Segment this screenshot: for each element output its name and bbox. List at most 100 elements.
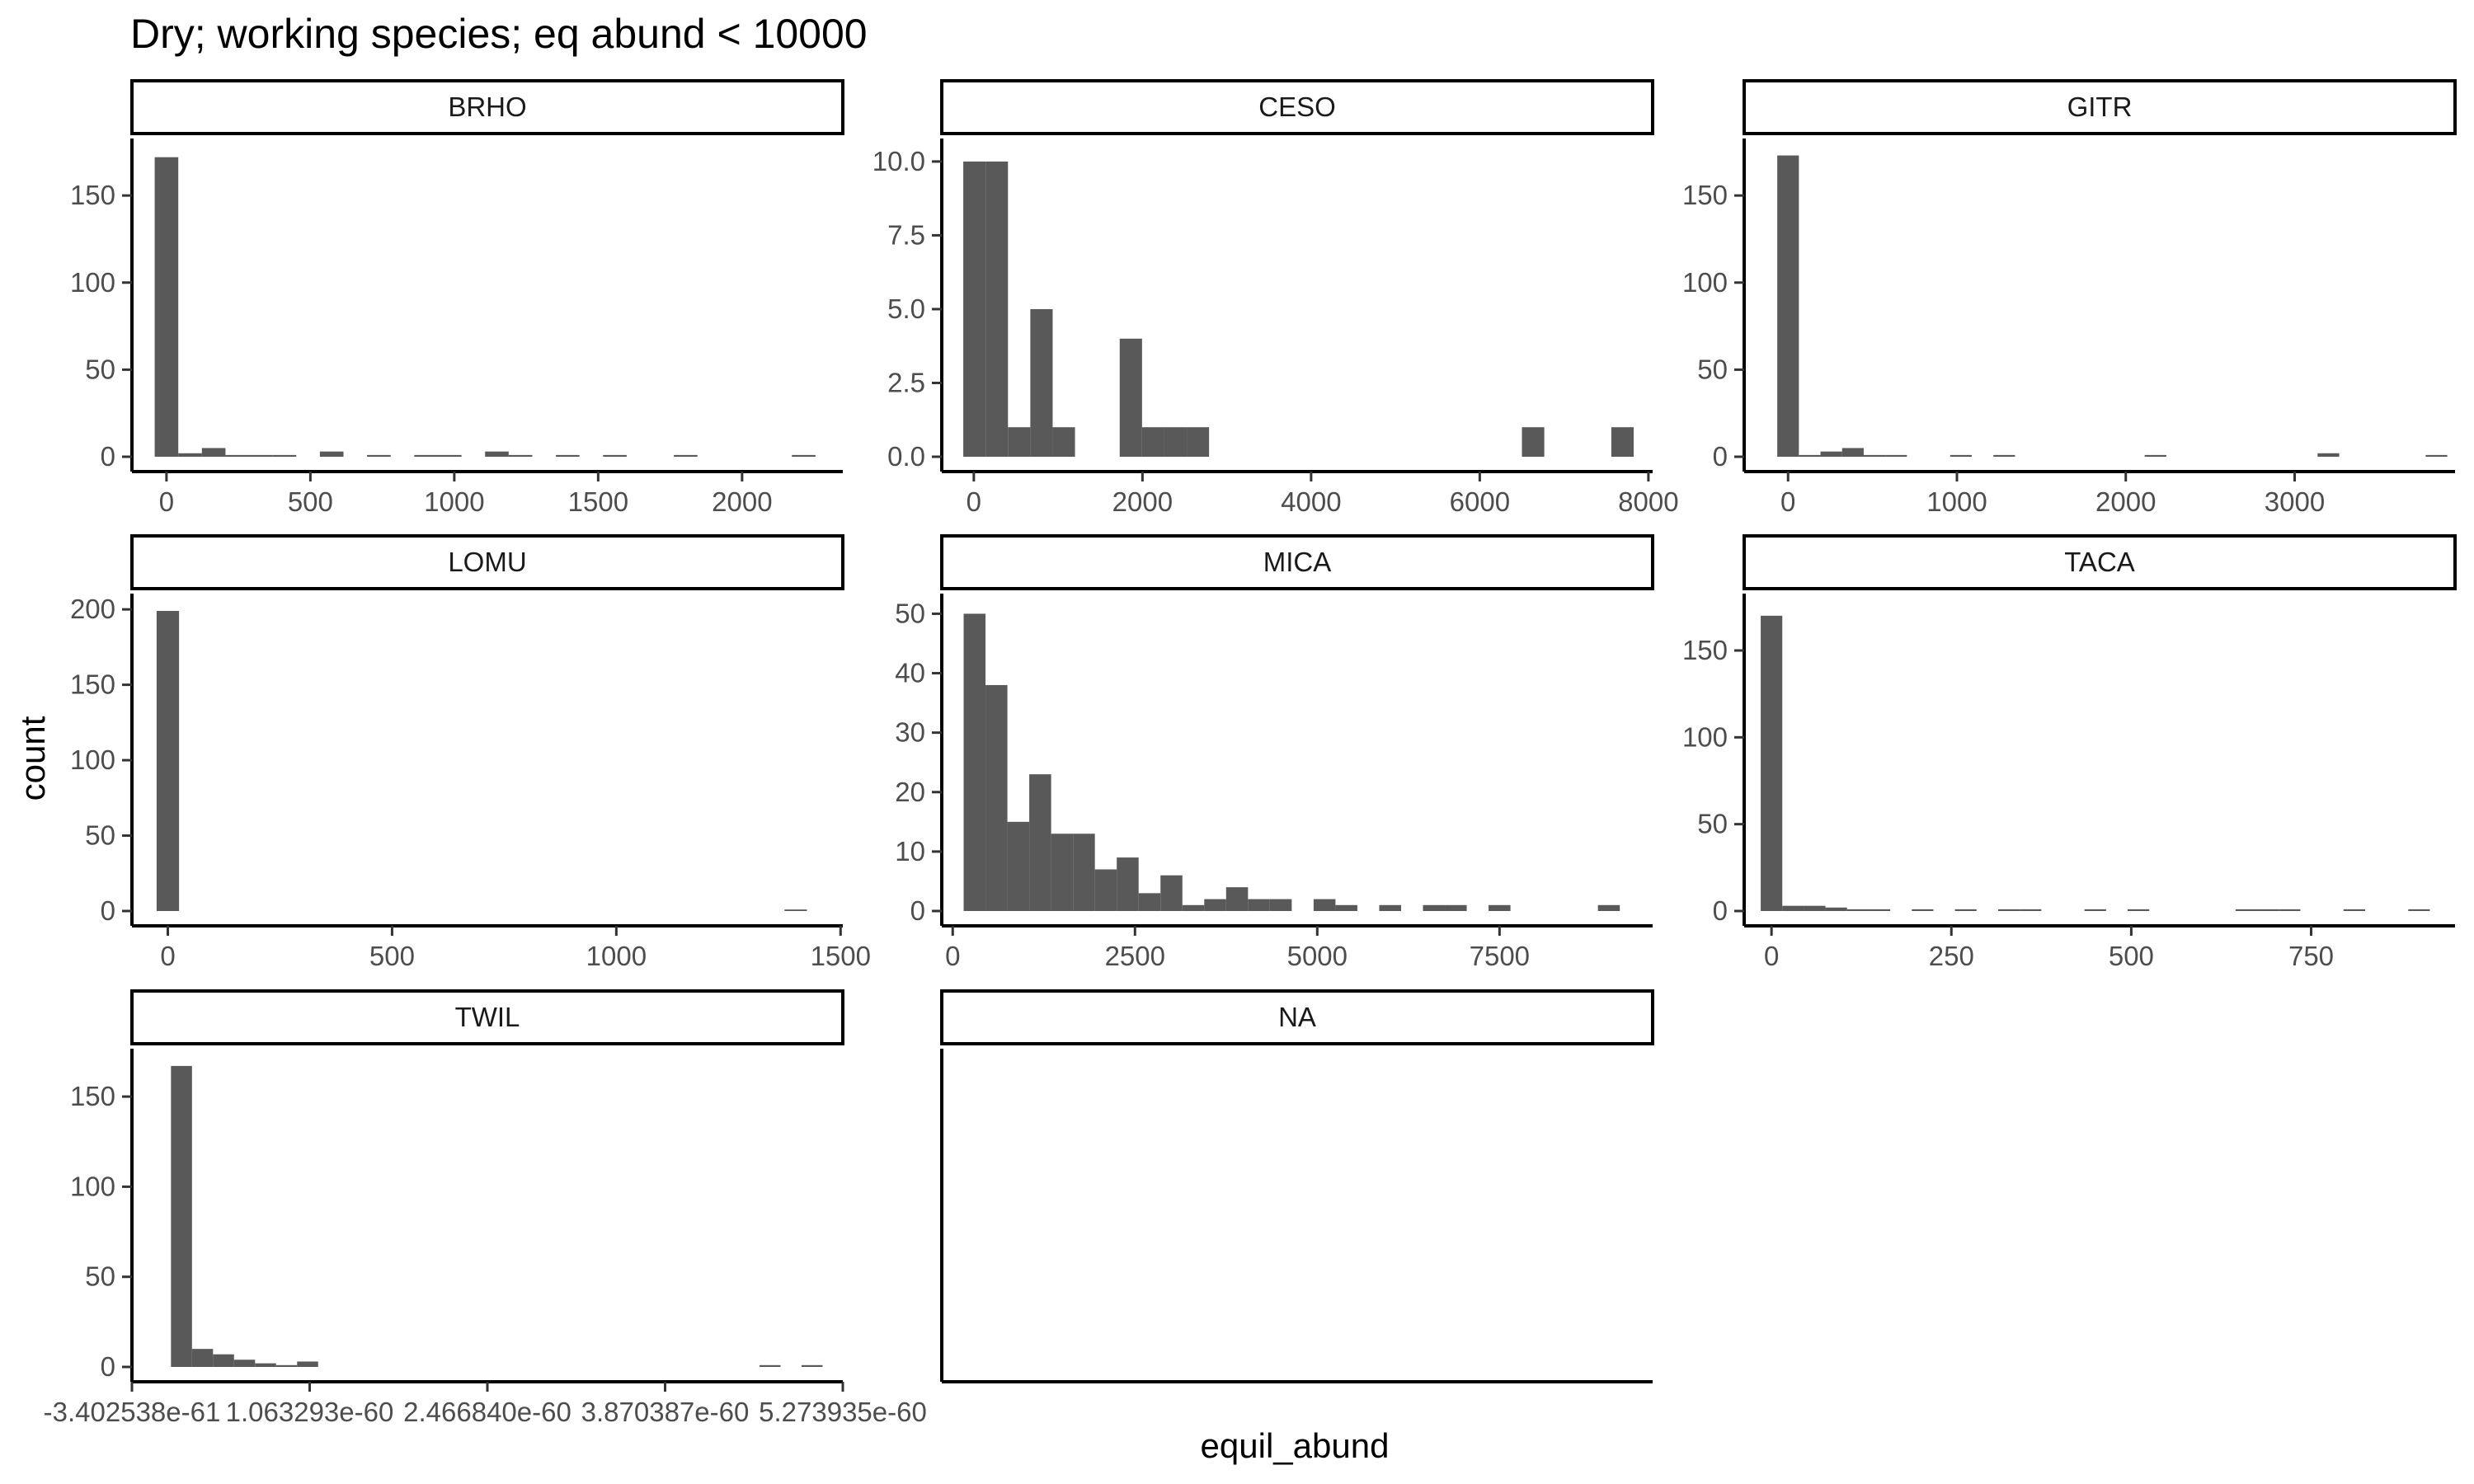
- y-tick-label-gitr: 0: [1713, 441, 1728, 472]
- x-tick-label-ceso: 8000: [1618, 486, 1678, 517]
- histogram-bar-mica: [1051, 834, 1074, 911]
- facet-lomu: LOMU 0 50 100 150 200 0 500 1000 1500: [70, 534, 871, 971]
- x-tick-label-lomu: 0: [160, 941, 175, 971]
- histogram-bar-brho: [272, 454, 297, 457]
- histogram-bar-twil: [255, 1363, 276, 1367]
- facet-strip-ceso: [940, 79, 1654, 135]
- histogram-bar-ceso: [1008, 427, 1031, 457]
- histogram-bar-ceso: [1052, 427, 1075, 457]
- histogram-bar-taca: [2343, 909, 2365, 911]
- histogram-bar-brho: [437, 454, 462, 457]
- histogram-bar-taca: [1954, 909, 1977, 911]
- facet-strip-taca: [1743, 534, 2457, 590]
- histogram-bar-ceso: [963, 161, 986, 457]
- x-tick-label-brho: 2000: [712, 486, 772, 517]
- facet-strip-label-brho: BRHO: [448, 92, 526, 122]
- facet-twil: TWIL 0 50 100 150 -3.402538e-61 1.063293e-60 2.…: [44, 989, 927, 1427]
- histogram-bar-gitr: [1841, 448, 1864, 457]
- y-tick-label-twil: 50: [85, 1261, 115, 1292]
- histogram-bar-mica: [1269, 899, 1292, 911]
- histogram-bar-taca: [2408, 909, 2430, 911]
- y-tick-label-twil: 0: [101, 1351, 115, 1382]
- histogram-bar-taca: [2279, 909, 2301, 911]
- histogram-bar-mica: [1423, 904, 1446, 911]
- histogram-bar-lomu: [784, 909, 807, 911]
- histogram-bar-twil: [801, 1364, 823, 1367]
- histogram-bar-mica: [1029, 774, 1051, 911]
- y-tick-label-gitr: 150: [1682, 180, 1728, 210]
- facet-mica: MICA 0 10 20 30 40 50 0 2500 5000 7500: [895, 534, 1654, 971]
- histogram-bar-mica: [1204, 899, 1226, 911]
- histogram-bar-twil: [191, 1349, 214, 1367]
- histogram-bar-brho: [508, 454, 533, 457]
- histogram-bar-twil: [233, 1360, 256, 1367]
- x-tick-label-twil: 1.063293e-60: [226, 1397, 394, 1427]
- x-tick-label-brho: 1500: [568, 486, 628, 517]
- histogram-bar-twil: [759, 1364, 781, 1367]
- x-tick-label-mica: 0: [945, 941, 960, 971]
- histogram-bar-taca: [1846, 909, 1869, 911]
- x-tick-label-brho: 0: [159, 486, 174, 517]
- histogram-bar-ceso: [1164, 427, 1188, 457]
- x-tick-label-twil: 5.273935e-60: [759, 1397, 927, 1427]
- x-tick-label-mica: 7500: [1470, 941, 1530, 971]
- histogram-bar-mica: [1335, 904, 1357, 911]
- histogram-bar-mica: [1597, 904, 1620, 911]
- histogram-bar-brho: [367, 454, 391, 457]
- histogram-bar-mica: [1117, 857, 1139, 911]
- x-tick-label-gitr: 2000: [2095, 486, 2156, 517]
- y-tick-label-taca: 50: [1697, 809, 1728, 839]
- histogram-bar-mica: [1138, 893, 1161, 911]
- histogram-bar-taca: [1868, 909, 1891, 911]
- y-tick-label-twil: 150: [70, 1081, 115, 1111]
- y-tick-label-lomu: 150: [70, 669, 115, 700]
- x-tick-label-taca: 0: [1764, 941, 1779, 971]
- y-tick-label-brho: 100: [70, 267, 115, 298]
- histogram-bar-taca: [1761, 615, 1783, 911]
- facet-taca: TACA 0 50 100 150 0 250 500 750: [1682, 534, 2457, 971]
- x-tick-label-brho: 1000: [424, 486, 484, 517]
- y-tick-label-mica: 0: [910, 895, 925, 926]
- facet-na: NA: [940, 989, 1654, 1383]
- x-tick-label-ceso: 4000: [1281, 486, 1341, 517]
- y-tick-label-mica: 30: [895, 717, 925, 748]
- histogram-bar-ceso: [1187, 427, 1210, 457]
- facet-strip-label-gitr: GITR: [2067, 92, 2133, 122]
- y-tick-label-mica: 50: [895, 598, 925, 628]
- facet-strip-lomu: [130, 534, 844, 590]
- x-tick-label-taca: 750: [2288, 941, 2334, 971]
- histogram-bar-mica: [1313, 899, 1336, 911]
- histogram-bar-brho: [154, 157, 179, 457]
- facet-strip-label-twil: TWIL: [455, 1002, 520, 1032]
- facet-strip-mica: [940, 534, 1654, 590]
- x-axis-title: equil_abund: [1201, 1426, 1390, 1465]
- histogram-bar-mica: [1248, 899, 1270, 911]
- histogram-bar-twil: [213, 1354, 234, 1367]
- facet-strip-na: [940, 989, 1654, 1045]
- histogram-bar-mica: [1489, 904, 1511, 911]
- histogram-bar-mica: [963, 613, 986, 911]
- histogram-bar-brho: [556, 454, 580, 457]
- facet-strip-label-taca: TACA: [2064, 547, 2135, 577]
- histogram-bar-gitr: [1820, 451, 1842, 457]
- y-axis-title: count: [13, 716, 52, 801]
- histogram-bar-twil: [275, 1364, 298, 1367]
- facet-strip-label-na: NA: [1278, 1002, 1316, 1032]
- y-tick-label-lomu: 100: [70, 744, 115, 775]
- y-tick-label-ceso: 7.5: [887, 219, 925, 250]
- histogram-bar-ceso: [1522, 427, 1545, 457]
- x-tick-label-ceso: 2000: [1112, 486, 1173, 517]
- x-tick-label-gitr: 3000: [2265, 486, 2325, 517]
- x-tick-label-twil: 2.466840e-60: [403, 1397, 571, 1427]
- histogram-bar-taca: [1804, 905, 1826, 911]
- histogram-bar-ceso: [1611, 427, 1634, 457]
- histogram-bar-brho: [201, 448, 226, 457]
- histogram-bar-mica: [1007, 821, 1030, 911]
- y-tick-label-twil: 100: [70, 1171, 115, 1201]
- histogram-bar-taca: [1997, 909, 2020, 911]
- chart-title: Dry; working species; eq abund < 10000: [130, 11, 868, 57]
- y-tick-label-gitr: 100: [1682, 267, 1728, 298]
- x-tick-label-ceso: 0: [967, 486, 981, 517]
